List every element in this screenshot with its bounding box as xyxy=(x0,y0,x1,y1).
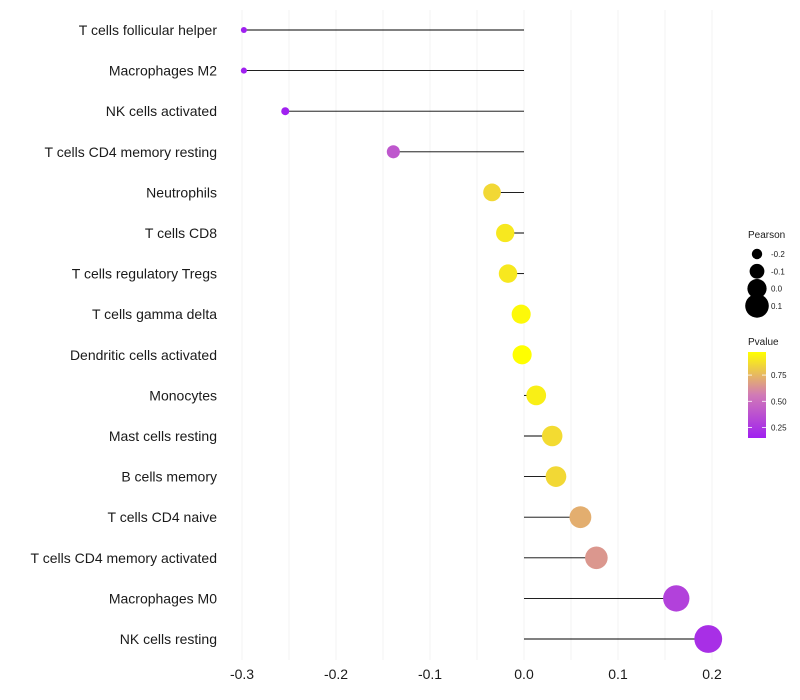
size-legend-label: -0.2 xyxy=(771,250,785,259)
x-tick-label: -0.3 xyxy=(230,666,254,682)
category-axis-labels: T cells follicular helper Macrophages M2 N… xyxy=(31,22,218,647)
category-label: T cells CD4 memory resting xyxy=(45,144,217,160)
size-legend-title: Pearson xyxy=(748,230,785,241)
category-label: T cells CD8 xyxy=(145,225,217,241)
category-label: T cells CD4 naive xyxy=(108,509,218,525)
category-label: Mast cells resting xyxy=(109,428,217,444)
lollipop-point xyxy=(585,546,608,570)
category-label: T cells follicular helper xyxy=(79,22,218,38)
x-tick-label: 0.1 xyxy=(608,666,628,682)
category-label: Macrophages M2 xyxy=(109,63,217,79)
category-label: NK cells resting xyxy=(120,631,217,647)
colorbar-tick-label: 0.75 xyxy=(771,371,787,380)
size-legend-key xyxy=(745,294,769,318)
size-legend-key xyxy=(751,248,763,260)
lollipop-point xyxy=(526,385,547,406)
lollipop-point xyxy=(512,345,532,365)
lollipop-point xyxy=(663,585,690,612)
lollipop-point xyxy=(511,304,531,324)
lollipop-point xyxy=(240,26,247,34)
pearson-size-legend: Pearson -0.2 -0.1 0.0 0.1 xyxy=(745,230,785,318)
category-label: Macrophages M0 xyxy=(109,590,217,606)
category-label: B cells memory xyxy=(121,469,217,485)
gridlines xyxy=(241,10,713,660)
category-label: NK cells activated xyxy=(106,103,217,119)
lollipop-point xyxy=(240,67,247,74)
pvalue-color-legend: Pvalue 0.75 0.50 0.25 xyxy=(748,337,787,438)
size-legend-label: -0.1 xyxy=(771,267,785,276)
lollipop-point xyxy=(281,107,290,116)
lollipop-stems xyxy=(243,29,709,640)
lollipop-point xyxy=(569,506,592,529)
x-axis-tick-labels: -0.3 -0.2 -0.1 0.0 0.1 0.2 xyxy=(230,666,722,682)
x-tick-label: 0.2 xyxy=(702,666,722,682)
x-tick-label: 0.0 xyxy=(514,666,534,682)
category-label: T cells regulatory Tregs xyxy=(72,266,217,282)
lollipop-point xyxy=(498,264,518,283)
pvalue-colorbar xyxy=(748,352,766,438)
colorbar-tick-label: 0.50 xyxy=(771,397,787,406)
lollipop-point xyxy=(483,183,501,202)
x-tick-label: -0.2 xyxy=(324,666,348,682)
category-label: Monocytes xyxy=(149,387,217,403)
category-label: T cells CD4 memory activated xyxy=(31,550,217,566)
lollipop-point xyxy=(694,625,723,653)
category-label: T cells gamma delta xyxy=(92,306,217,322)
size-legend-label: 0.0 xyxy=(771,285,783,294)
x-tick-label: -0.1 xyxy=(418,666,442,682)
category-label: Dendritic cells activated xyxy=(70,347,217,363)
lollipop-points xyxy=(240,26,723,653)
lollipop-point xyxy=(496,223,515,243)
colorbar-tick-label: 0.25 xyxy=(771,424,787,433)
lollipop-point xyxy=(545,466,567,487)
size-legend-key xyxy=(747,279,767,299)
color-legend-title: Pvalue xyxy=(748,337,779,348)
size-legend-label: 0.1 xyxy=(771,302,783,311)
lollipop-point xyxy=(386,145,400,159)
category-label: Neutrophils xyxy=(146,184,217,200)
lollipop-point xyxy=(541,425,563,447)
size-legend-key xyxy=(749,263,765,279)
